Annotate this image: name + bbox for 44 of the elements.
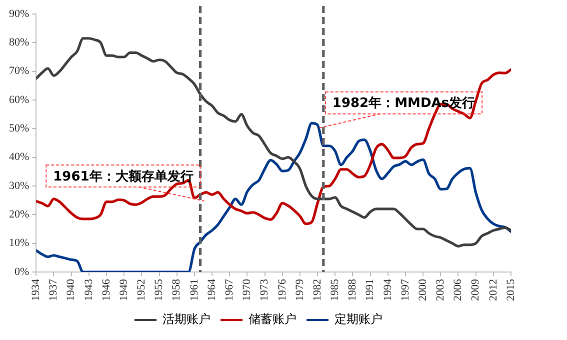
x-tick-label: 1955 (153, 278, 166, 301)
x-tick-label: 1940 (65, 278, 78, 301)
x-tick-label: 1958 (170, 278, 183, 301)
x-tick-label: 1988 (346, 278, 359, 301)
y-tick-label: 80% (8, 36, 30, 49)
x-tick-label: 1937 (48, 278, 60, 301)
legend-label: 定期账户 (334, 312, 382, 326)
x-tick-label: 2009 (470, 278, 482, 301)
x-tick-label: 1952 (136, 279, 148, 301)
x-tick-label: 1967 (224, 278, 236, 301)
x-tick-label: 1973 (258, 278, 271, 301)
x-tick-label: 1949 (118, 278, 130, 301)
x-tick-label: 1970 (241, 278, 254, 301)
x-tick-label: 1934 (30, 278, 42, 301)
y-tick-label: 60% (8, 94, 30, 106)
y-tick-label: 20% (8, 208, 30, 221)
legend-label: 活期账户 (162, 312, 210, 326)
x-tick-label: 1976 (276, 278, 288, 301)
x-tick-label: 1979 (294, 278, 306, 301)
ref-line-label: 1961年：大额存单发行 (53, 168, 194, 184)
x-tick-label: 1964 (206, 278, 218, 301)
x-tick-label: 1994 (382, 278, 394, 301)
y-tick-label: 0% (14, 266, 30, 278)
x-tick-label: 1943 (82, 278, 95, 301)
y-tick-label: 40% (8, 151, 30, 164)
x-tick-label: 2012 (487, 279, 500, 301)
x-tick-label: 2006 (452, 278, 464, 301)
y-tick-label: 50% (8, 122, 30, 135)
x-tick-label: 2015 (504, 278, 517, 301)
y-tick-label: 70% (8, 65, 30, 78)
x-tick-label: 2000 (416, 278, 429, 301)
x-tick-label: 2003 (434, 278, 447, 301)
x-tick-label: 1997 (399, 278, 412, 301)
x-tick-label: 1985 (329, 278, 342, 301)
x-tick-label: 1982 (311, 279, 324, 301)
y-tick-label: 90% (8, 8, 30, 20)
legend-label: 储蓄账户 (248, 312, 296, 326)
y-tick-label: 30% (8, 180, 30, 192)
line-series (36, 37, 511, 248)
x-tick-label: 1946 (100, 278, 112, 301)
x-tick-label: 1991 (364, 279, 376, 301)
line-series (36, 68, 511, 226)
y-tick-label: 10% (8, 237, 30, 250)
x-tick-label: 1961 (188, 279, 200, 301)
